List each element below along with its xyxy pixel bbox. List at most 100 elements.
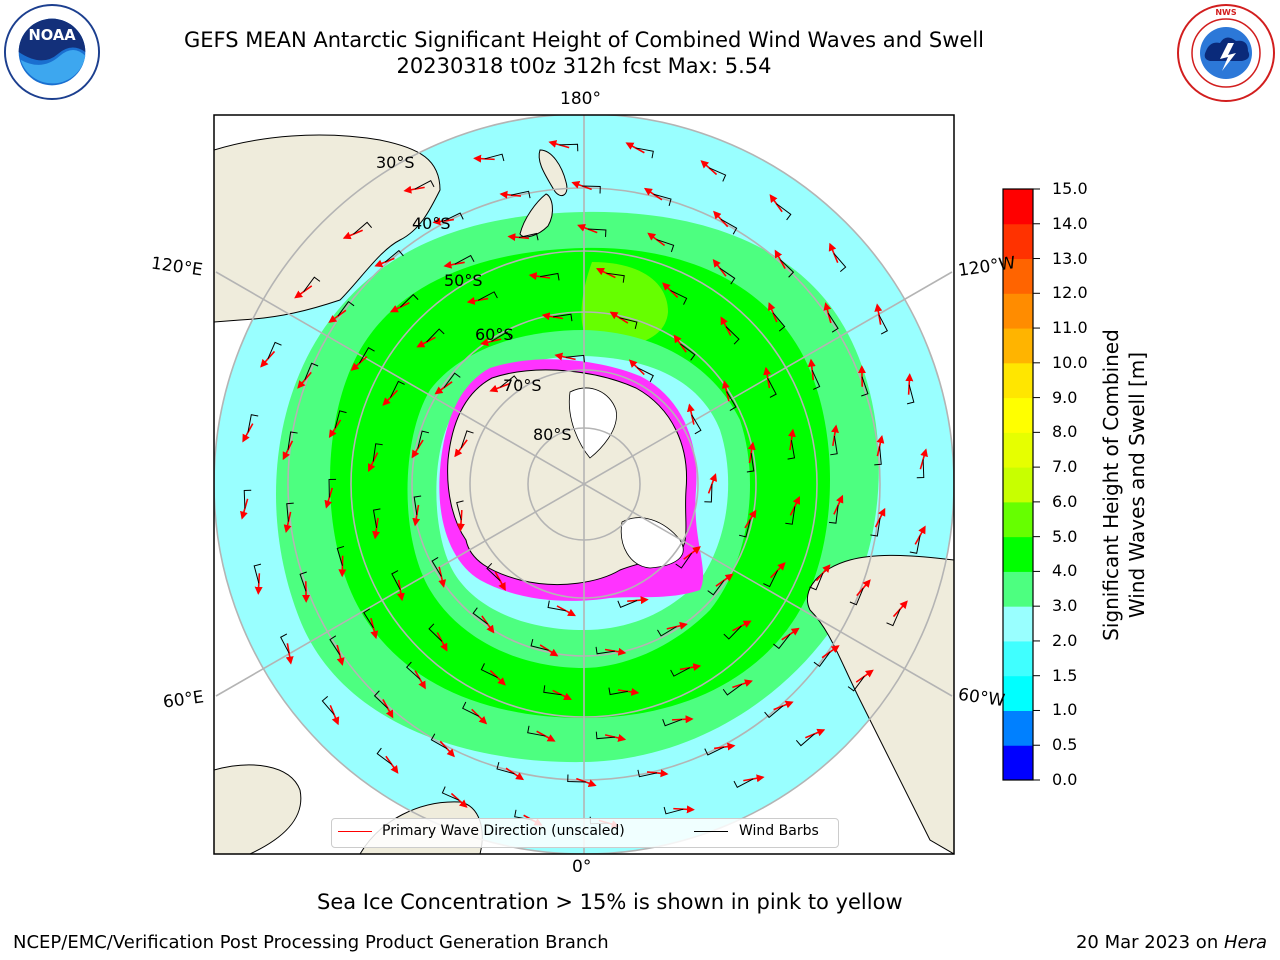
wind-barb [441,786,460,801]
colorbar-segment [1003,293,1033,329]
wave-and-wind-vectors [240,140,928,828]
wind-barb [720,218,738,235]
wind-barb [779,259,795,278]
lat-label-30s: 30°S [376,153,415,172]
wind-barb [431,557,442,577]
wind-barb [708,167,727,182]
wind-barb [719,267,736,285]
wind-barb [543,685,562,696]
wind-barb [456,500,464,521]
lat-label-60s: 60°S [475,325,514,344]
map-subtitle: 20230318 t00z 312h fcst Max: 5.54 [396,54,772,78]
wind-barb [491,331,511,342]
wind-barb [384,249,404,263]
wind-barb [460,430,474,449]
wind-barb [691,414,702,435]
wind-barb [653,193,672,206]
wind-barb [738,519,751,538]
wind-barb [833,253,847,273]
wind-barb [662,718,683,727]
wave-direction-arrow [627,596,649,605]
colorbar-tick-label: 1.5 [1052,665,1078,685]
wind-barb [518,232,539,241]
wind-barb [849,587,864,606]
wave-direction-arrow [876,435,885,457]
map-frame [213,114,955,855]
colorbar-segment [1003,223,1033,260]
colorbar-tick-label: 5.0 [1052,526,1078,546]
wave-direction-arrow [815,564,831,582]
wind-barb [878,314,888,335]
colorbar-title-line1: Significant Height of Combined [1099,329,1123,641]
wave-direction-arrow [713,210,729,228]
colorbar-segment [1003,606,1033,642]
colorbar-segment [1003,432,1033,468]
wave-direction-arrow [342,229,363,240]
colorbar-segment [1003,640,1033,677]
wind-barb [559,143,579,152]
wind-barb [426,328,445,343]
wind-barb [389,380,405,398]
colorbar-tick-label: 14.0 [1052,213,1088,233]
wind-barb [553,313,573,322]
map-panel [214,115,954,854]
wind-barb [608,687,628,696]
map-legend: Primary Wave Direction (unscaled) Wind B… [331,818,839,848]
wind-barb [336,545,345,566]
wave-direction-arrow [548,140,570,149]
wind-barb [886,608,901,627]
wind-barb [372,443,383,462]
colorbar-segment [1003,536,1033,572]
wind-barb [828,505,839,524]
wind-barb [287,431,298,450]
wave-field-5-6m [581,262,668,347]
colorbar-segment [1003,258,1033,294]
colorbar-tick-label: 11.0 [1052,318,1088,338]
lat-label-70s: 70°S [503,376,542,395]
wave-direction-arrow [434,381,453,395]
wind-barb [443,212,464,222]
colorbar-segment [1003,675,1033,711]
graticule [214,115,954,854]
wave-direction-arrow [336,644,345,666]
wave-direction-arrow [443,260,465,269]
wind-barb [321,695,335,715]
wind-barb [413,495,422,515]
wind-barb [443,372,461,388]
noaa-logo-text: NOAA [28,27,76,44]
wind-barb [247,414,259,433]
wind-barb [595,646,615,655]
wind-barb [707,580,725,596]
wind-barb [767,377,777,398]
wind-barb [329,635,341,655]
wind-barb [787,440,796,460]
wind-barb [813,651,831,668]
colorbar-tick-label: 9.0 [1052,387,1078,407]
colorbar-segment [1003,362,1033,399]
colorbar-segment [1003,571,1033,607]
wave-direction-arrow [374,257,395,268]
footer-host: Hera [1223,932,1267,953]
wind-barb [861,376,869,397]
wind-barb [617,599,638,608]
colorbar-segment [1003,189,1033,225]
wind-barb [399,293,419,308]
colorbar-tick-label: 13.0 [1052,248,1088,268]
wind-barb [353,221,373,235]
svg-text:NWS: NWS [1215,8,1237,17]
wind-barb [595,731,615,740]
wind-barb-legend-label: Wind Barbs [739,823,819,839]
colorbar-tick-label: 10.0 [1052,352,1088,372]
wind-barb [764,705,784,719]
wave-direction-arrow [389,302,410,313]
colorbar-tick-label: 2.0 [1052,630,1078,650]
wind-barb [830,435,838,456]
wind-barb [527,725,546,737]
wind-barb [916,459,925,479]
wind-barb [582,185,601,194]
madagascar-landmass [214,764,302,854]
wave-direction-swatch [338,831,372,832]
wind-barb [299,571,307,592]
weddell-ice-shelf [620,517,684,569]
